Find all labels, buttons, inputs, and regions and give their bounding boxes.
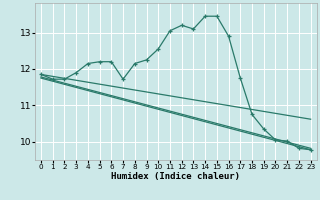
X-axis label: Humidex (Indice chaleur): Humidex (Indice chaleur) [111,172,240,181]
